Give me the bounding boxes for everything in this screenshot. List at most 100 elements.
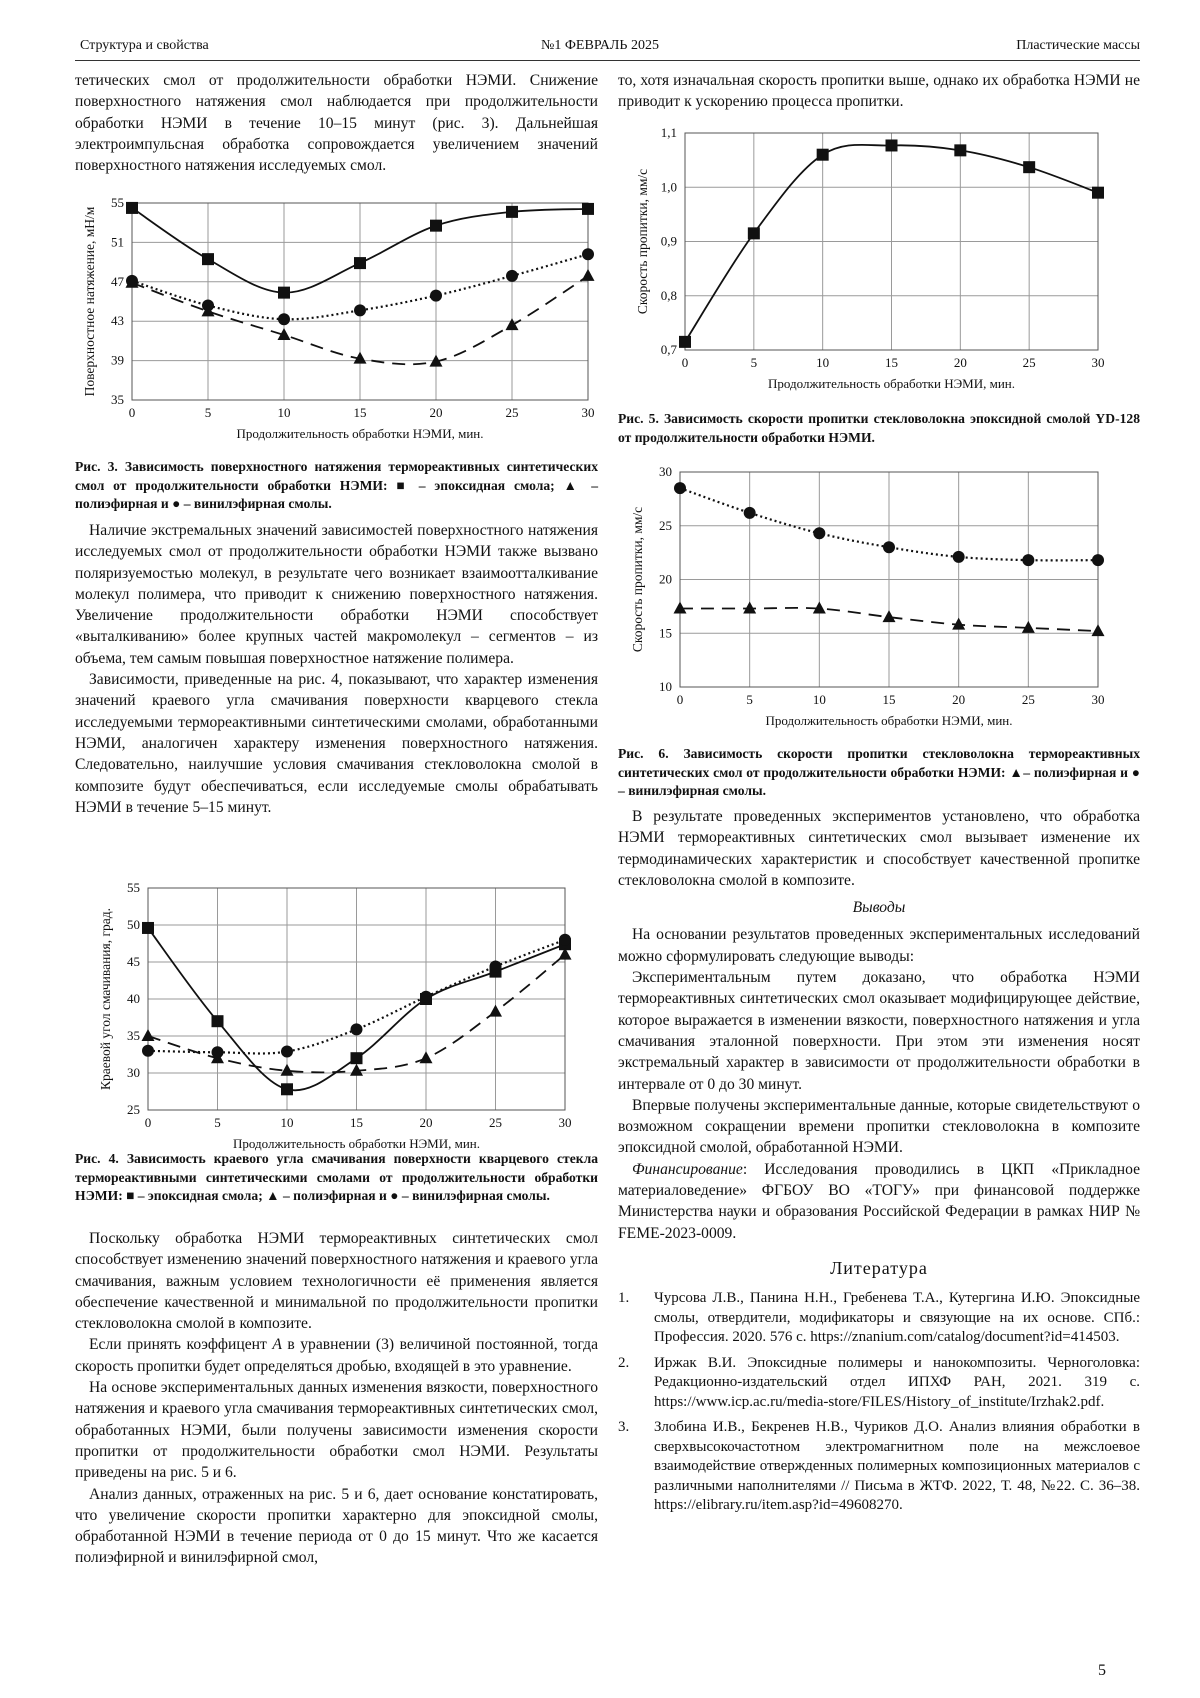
text: : Исследования проводились в ЦКП «Прикла… bbox=[618, 1160, 1140, 1242]
marker-square bbox=[885, 139, 898, 152]
y-tick-label: 0,9 bbox=[661, 234, 677, 249]
text: в уравнении (3) величиной постоянной, то… bbox=[75, 1336, 598, 1375]
x-tick-label: 25 bbox=[1023, 355, 1036, 370]
figure-caption: Рис. 3. Зависимость поверхностного натяж… bbox=[75, 459, 598, 511]
page-number: 5 bbox=[1098, 1662, 1106, 1679]
x-tick-label: 15 bbox=[883, 692, 896, 707]
marker-square bbox=[211, 1015, 224, 1028]
marker-circle bbox=[813, 527, 826, 540]
paragraph: Наличие экстремальных значений зависимос… bbox=[75, 522, 598, 667]
y-tick-label: 55 bbox=[127, 880, 140, 895]
figure-3-chart: 35 39 43 47 51 55 0 5 10 15 20 25 30 Продолжительност… bbox=[82, 195, 595, 441]
y-tick-label: 1,1 bbox=[661, 125, 677, 140]
x-axis-label: Продолжительность обработки НЭМИ, мин. bbox=[237, 426, 484, 441]
y-tick-label: 55 bbox=[111, 195, 124, 210]
marker-circle bbox=[278, 313, 290, 326]
x-tick-label: 10 bbox=[813, 692, 826, 707]
y-tick-label: 30 bbox=[659, 464, 672, 479]
paragraph: то, хотя изначальная скорость пропитки в… bbox=[618, 72, 1140, 111]
plot-frame bbox=[147, 887, 566, 1111]
x-axis-label: Продолжительность обработки НЭМИ, мин. bbox=[766, 713, 1013, 728]
reference: 3. Злобина И.В., Бекренев Н.В., Чуриков Д… bbox=[618, 1418, 1140, 1516]
reference-text: Злобина И.В., Бекренев Н.В., Чуриков Д.О… bbox=[654, 1419, 1140, 1514]
reference-number: 1. bbox=[618, 1290, 630, 1307]
y-tick-label: 40 bbox=[127, 991, 140, 1006]
y-tick-label: 39 bbox=[111, 353, 124, 368]
marker-triangle bbox=[277, 327, 291, 340]
marker-triangle bbox=[489, 1004, 502, 1017]
x-tick-label: 30 bbox=[1092, 692, 1105, 707]
marker-triangle bbox=[141, 1029, 155, 1041]
marker-circle bbox=[674, 482, 686, 495]
marker-triangle bbox=[201, 304, 215, 317]
marker-circle bbox=[952, 550, 965, 563]
marker-triangle bbox=[505, 318, 519, 331]
marker-square bbox=[430, 219, 442, 232]
marker-circle bbox=[430, 289, 442, 302]
marker-circle bbox=[883, 541, 895, 554]
marker-triangle bbox=[743, 601, 757, 614]
plot-frame bbox=[684, 132, 1099, 351]
x-tick-label: 5 bbox=[746, 692, 753, 707]
x-tick-label: 20 bbox=[430, 405, 443, 420]
marker-square bbox=[126, 201, 138, 214]
header-rule bbox=[75, 60, 1140, 61]
marker-circle bbox=[354, 304, 366, 317]
x-tick-label: 0 bbox=[682, 355, 689, 370]
section-heading: Выводы bbox=[852, 899, 906, 917]
marker-square bbox=[954, 144, 967, 157]
reference-number: 2. bbox=[618, 1354, 630, 1371]
marker-square bbox=[747, 227, 760, 240]
y-tick-label: 25 bbox=[127, 1102, 140, 1117]
y-tick-label: 30 bbox=[127, 1065, 140, 1080]
x-tick-label: 10 bbox=[281, 1115, 294, 1130]
marker-square bbox=[142, 921, 154, 934]
marker-triangle bbox=[419, 1051, 433, 1064]
x-tick-label: 0 bbox=[677, 692, 684, 707]
y-tick-label: 25 bbox=[659, 518, 672, 533]
reference-text: Иржак В.И. Эпоксидные полимеры и наноком… bbox=[654, 1354, 1140, 1410]
marker-square bbox=[679, 335, 691, 348]
paragraph: В результате проведенных экспериментов у… bbox=[618, 808, 1140, 889]
paragraph: Экспериментальным путем доказано, что об… bbox=[618, 969, 1140, 1093]
marker-triangle bbox=[952, 617, 966, 630]
marker-square bbox=[278, 286, 290, 299]
y-tick-label: 20 bbox=[659, 572, 672, 587]
marker-square bbox=[582, 202, 594, 215]
x-tick-label: 30 bbox=[1092, 355, 1105, 370]
text: Если принять коэффицент bbox=[89, 1336, 273, 1354]
paragraph: тетических смол от продолжительности обр… bbox=[75, 72, 598, 175]
marker-square bbox=[354, 257, 366, 270]
y-tick-label: 45 bbox=[127, 954, 140, 969]
marker-circle bbox=[506, 269, 518, 282]
figure-caption: Рис. 6. Зависимость скорости пропитки ст… bbox=[618, 746, 1140, 798]
reference: 1. Чурсова Л.В., Панина Н.Н., Гребенева Т… bbox=[618, 1289, 1140, 1348]
x-tick-label: 15 bbox=[885, 355, 898, 370]
x-tick-label: 0 bbox=[129, 405, 136, 420]
figure-4-chart: 25 30 35 40 45 50 55 0 5 10 15 20 25 30 Продолжительно… bbox=[98, 880, 572, 1151]
reference-number: 3. bbox=[618, 1419, 630, 1436]
reference: 2. Иржак В.И. Эпоксидные полимеры и нанок… bbox=[618, 1354, 1140, 1413]
y-tick-label: 1,0 bbox=[661, 179, 677, 194]
y-tick-label: 35 bbox=[127, 1028, 140, 1043]
marker-triangle bbox=[1021, 620, 1035, 633]
y-tick-label: 15 bbox=[659, 625, 672, 640]
x-tick-label: 10 bbox=[278, 405, 291, 420]
x-tick-label: 5 bbox=[751, 355, 758, 370]
marker-triangle bbox=[812, 601, 826, 614]
header-section: Структура и свойства bbox=[80, 38, 209, 53]
marker-triangle bbox=[673, 601, 687, 614]
x-tick-label: 15 bbox=[354, 405, 367, 420]
y-tick-label: 0,7 bbox=[661, 342, 678, 357]
marker-triangle bbox=[125, 275, 139, 288]
x-tick-label: 30 bbox=[559, 1115, 572, 1130]
section-heading: Литература bbox=[830, 1257, 928, 1278]
marker-triangle bbox=[350, 1063, 363, 1076]
x-tick-label: 25 bbox=[489, 1115, 502, 1130]
x-tick-label: 20 bbox=[954, 355, 967, 370]
x-axis-label: Продолжительность обработки НЭМИ, мин. bbox=[233, 1136, 480, 1151]
marker-triangle bbox=[558, 947, 572, 960]
x-tick-label: 15 bbox=[350, 1115, 363, 1130]
marker-circle bbox=[142, 1044, 154, 1057]
